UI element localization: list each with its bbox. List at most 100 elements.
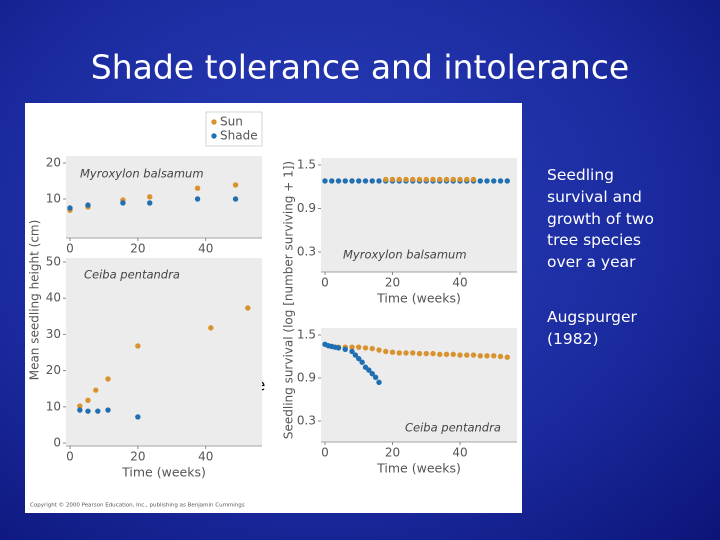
x-tick-label: 20 bbox=[385, 446, 400, 460]
data-point bbox=[484, 353, 490, 359]
x-tick-label: 0 bbox=[66, 242, 74, 256]
data-point bbox=[389, 349, 396, 355]
y-tick-label: 20 bbox=[46, 363, 61, 377]
data-point bbox=[410, 350, 416, 356]
caption: Seedling survival and growth of two tree… bbox=[547, 166, 654, 272]
data-point bbox=[194, 196, 201, 202]
data-point bbox=[410, 176, 416, 183]
data-point bbox=[356, 178, 362, 184]
x-axis-label: Time (weeks) bbox=[376, 461, 461, 476]
x-tick-label: 40 bbox=[198, 450, 213, 464]
data-point bbox=[362, 178, 369, 184]
y-tick-label: 0.9 bbox=[297, 371, 316, 385]
data-point bbox=[147, 200, 153, 206]
data-point bbox=[477, 178, 483, 184]
data-point bbox=[457, 176, 463, 183]
y-tick-label: 10 bbox=[46, 192, 61, 206]
legend-box bbox=[205, 111, 263, 147]
data-point bbox=[416, 350, 423, 357]
y-tick-label: 20 bbox=[46, 156, 61, 170]
y-tick-label: 0.3 bbox=[297, 245, 316, 259]
x-axis-label: Time (weeks) bbox=[376, 291, 461, 306]
y-axis-label: Mean seedling height (cm) bbox=[28, 220, 42, 381]
chart-subtitle: Myroxylon balsamum bbox=[343, 248, 467, 262]
x-tick-label: 20 bbox=[385, 276, 400, 290]
y-axis-label: Seedling survival (log [number surviving… bbox=[282, 161, 296, 439]
data-point bbox=[437, 351, 443, 358]
data-point bbox=[416, 176, 423, 183]
data-point bbox=[349, 348, 355, 355]
data-point bbox=[208, 325, 214, 331]
data-point bbox=[430, 176, 436, 183]
data-point bbox=[443, 351, 450, 358]
data-point bbox=[437, 176, 443, 183]
data-point bbox=[383, 348, 389, 355]
data-point bbox=[232, 182, 239, 188]
citation: Augspurger (1982) bbox=[547, 308, 637, 348]
chart-subtitle: Ceiba pentandra bbox=[84, 268, 180, 282]
data-point bbox=[504, 178, 510, 184]
data-point bbox=[77, 407, 83, 413]
x-tick-label: 40 bbox=[452, 276, 467, 290]
data-point bbox=[366, 367, 372, 373]
y-tick-label: 50 bbox=[46, 255, 61, 269]
data-point bbox=[329, 178, 335, 184]
data-point bbox=[497, 178, 504, 184]
y-tick-label: 10 bbox=[46, 399, 61, 413]
data-point bbox=[105, 407, 111, 413]
y-tick-label: 0.3 bbox=[297, 414, 316, 428]
legend-label: Shade bbox=[220, 129, 258, 143]
data-point bbox=[105, 376, 111, 382]
data-point bbox=[349, 344, 355, 350]
data-point bbox=[135, 414, 141, 420]
copyright: Copyright © 2000 Pearson Education, Inc.… bbox=[30, 502, 245, 509]
y-tick-label: 1.5 bbox=[297, 328, 316, 342]
data-point bbox=[369, 178, 375, 184]
x-tick-label: 40 bbox=[452, 446, 467, 460]
data-point bbox=[194, 185, 201, 191]
data-point bbox=[135, 343, 141, 349]
y-tick-label: 0 bbox=[53, 436, 61, 450]
data-point bbox=[352, 352, 359, 358]
data-point bbox=[491, 178, 497, 184]
data-point bbox=[85, 397, 91, 403]
x-tick-label: 20 bbox=[130, 242, 145, 256]
data-point bbox=[396, 176, 402, 183]
data-point bbox=[396, 350, 402, 356]
data-point bbox=[85, 408, 91, 414]
y-tick-label: 1.5 bbox=[297, 158, 316, 172]
data-point bbox=[376, 347, 382, 353]
data-point bbox=[389, 176, 396, 183]
x-tick-label: 40 bbox=[198, 242, 213, 256]
x-tick-label: 0 bbox=[66, 450, 74, 464]
data-point bbox=[372, 374, 379, 380]
data-point bbox=[477, 353, 483, 359]
data-point bbox=[342, 178, 348, 184]
data-point bbox=[93, 387, 99, 393]
data-point bbox=[376, 379, 382, 385]
plot-panel bbox=[66, 258, 262, 446]
data-point bbox=[322, 178, 328, 184]
data-point bbox=[464, 176, 470, 183]
x-axis-label: Time (weeks) bbox=[121, 465, 206, 480]
data-point bbox=[335, 345, 342, 351]
data-point bbox=[450, 176, 456, 183]
legend-label: Sun bbox=[220, 115, 243, 129]
data-point bbox=[464, 352, 470, 358]
plot-panel bbox=[66, 156, 262, 238]
data-point bbox=[95, 408, 101, 414]
data-point bbox=[335, 178, 342, 184]
data-point bbox=[362, 345, 369, 351]
data-point bbox=[497, 353, 504, 360]
data-point bbox=[245, 305, 251, 311]
data-point bbox=[491, 353, 497, 359]
data-point bbox=[359, 359, 365, 365]
data-point bbox=[504, 354, 510, 360]
data-point bbox=[403, 176, 409, 183]
data-point bbox=[450, 351, 456, 358]
x-tick-label: 0 bbox=[321, 276, 329, 290]
data-point bbox=[457, 352, 463, 358]
data-point bbox=[369, 371, 375, 377]
chart-subtitle: Ceiba pentandra bbox=[405, 421, 501, 435]
